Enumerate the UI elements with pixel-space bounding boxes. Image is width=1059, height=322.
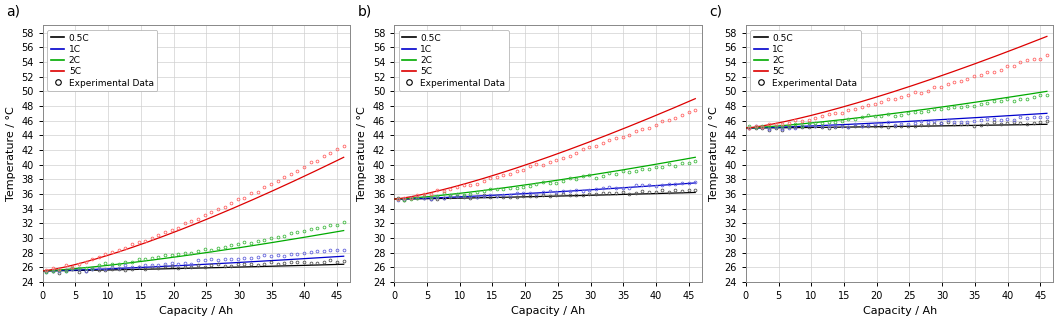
Y-axis label: Temperature / °C: Temperature / °C [5,106,16,201]
X-axis label: Capacity / Ah: Capacity / Ah [510,307,586,317]
Y-axis label: Temperature / °C: Temperature / °C [357,106,367,201]
Text: b): b) [357,5,372,19]
Legend: 0.5C, 1C, 2C, 5C, Experimental Data: 0.5C, 1C, 2C, 5C, Experimental Data [751,30,861,91]
Y-axis label: Temperature / °C: Temperature / °C [708,106,719,201]
X-axis label: Capacity / Ah: Capacity / Ah [862,307,937,317]
Legend: 0.5C, 1C, 2C, 5C, Experimental Data: 0.5C, 1C, 2C, 5C, Experimental Data [399,30,509,91]
X-axis label: Capacity / Ah: Capacity / Ah [159,307,234,317]
Text: a): a) [5,5,20,19]
Text: c): c) [708,5,722,19]
Legend: 0.5C, 1C, 2C, 5C, Experimental Data: 0.5C, 1C, 2C, 5C, Experimental Data [48,30,158,91]
